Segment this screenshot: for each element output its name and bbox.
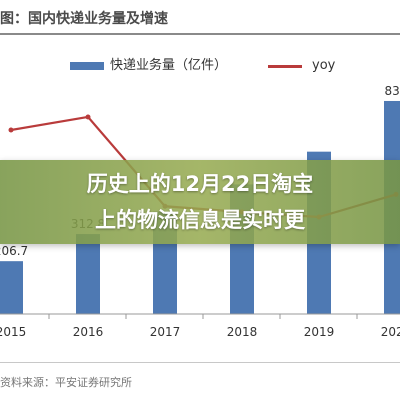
bar-2015: [0, 261, 23, 314]
figure-title: 图：国内快递业务量及增速: [0, 11, 168, 27]
bar-value-label-2015: 206.7: [0, 244, 28, 258]
legend-line-swatch: [268, 65, 302, 68]
x-tick-label-2015: 2015: [0, 325, 26, 339]
legend-bar-label: 快递业务量（亿件）: [110, 58, 228, 73]
chart-legend: 快递业务量（亿件） yoy: [0, 56, 400, 78]
x-tick-label-2016: 2016: [73, 325, 104, 339]
x-tick-label-2019: 2019: [304, 325, 335, 339]
overlay-banner: 历史上的12月22日淘宝 上的物流信息是实时更: [0, 160, 400, 244]
title-divider: [0, 33, 400, 35]
bar-value-label-2020: 833: [385, 84, 400, 98]
x-tick-label-2017: 2017: [150, 325, 181, 339]
x-tick-label-2018: 2018: [227, 325, 258, 339]
bottom-divider: [0, 362, 400, 363]
yoy-point-2016: [85, 114, 91, 120]
source-note: 资料来源：平安证券研究所: [0, 376, 132, 389]
legend-line-label: yoy: [312, 58, 336, 73]
bar-2016: [76, 234, 100, 314]
yoy-point-2015: [8, 127, 14, 133]
legend-bar-swatch: [70, 62, 104, 70]
overlay-banner-text: 历史上的12月22日淘宝 上的物流信息是实时更: [86, 172, 314, 232]
